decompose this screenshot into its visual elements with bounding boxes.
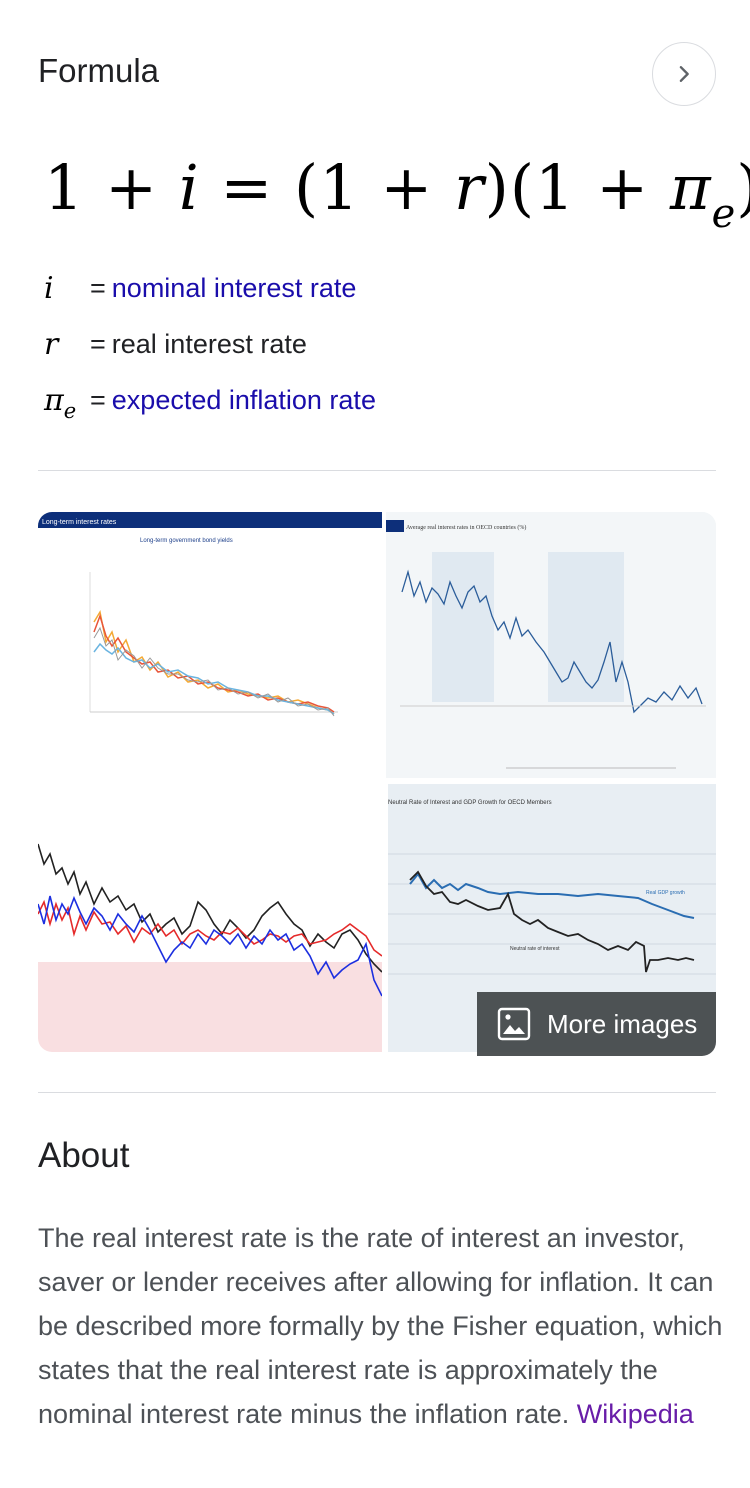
eq-var-pi: π <box>669 151 712 224</box>
series-label-neutral: Neutral rate of interest <box>510 946 560 952</box>
eq-part-mid2: )(1 + <box>484 151 670 224</box>
tile-subtitle: Long-term government bond yields <box>140 538 233 544</box>
section-divider <box>38 1092 716 1093</box>
formula-header: Formula <box>38 42 716 106</box>
eq-part-lhs: 1 + <box>44 151 179 224</box>
real-interest-rate-label: real interest rate <box>111 328 307 359</box>
variable-symbol: πe <box>38 382 90 423</box>
variable-row-i: i = nominal interest rate <box>38 268 356 308</box>
thumbnail-chart-image <box>38 843 382 1052</box>
formula-title: Formula <box>38 52 160 89</box>
image-grid: Long-term interest rates Long-term gover… <box>38 512 716 1052</box>
symbol-letter: π <box>44 382 64 418</box>
tile-caption: Long-term interest rates <box>42 519 117 526</box>
variable-symbol: i <box>38 271 90 306</box>
fisher-equation: 1 + i = (1 + r)(1 + πe) <box>44 148 750 237</box>
about-description: The real interest rate is the rate of in… <box>38 1216 728 1436</box>
formula-expand-button[interactable] <box>652 42 716 106</box>
more-images-label: More images <box>547 1008 698 1039</box>
symbol-letter: r <box>44 326 59 362</box>
eq-part-end: ) <box>736 151 750 224</box>
thumbnail-chart-image: Average real interest rates in OECD coun… <box>386 512 716 778</box>
image-tile-rates-lines[interactable] <box>38 784 382 1052</box>
equals-sign: = <box>90 328 106 359</box>
expected-inflation-rate-link[interactable]: expected inflation rate <box>111 384 376 415</box>
section-divider <box>38 470 716 471</box>
about-title: About <box>38 1136 130 1175</box>
chevron-right-icon <box>679 66 689 82</box>
tile-caption: Average real interest rates in OECD coun… <box>406 524 526 531</box>
symbol-letter: i <box>44 270 54 306</box>
nominal-interest-rate-link[interactable]: nominal interest rate <box>111 272 357 303</box>
variable-row-r: r = real interest rate <box>38 324 307 364</box>
symbol-subscript: e <box>63 398 77 423</box>
image-icon <box>497 1007 531 1041</box>
eq-var-pi-subscript: e <box>711 191 737 237</box>
series-label-gdp: Real GDP growth <box>646 890 685 896</box>
eq-part-mid: = (1 + <box>199 151 455 224</box>
equals-sign: = <box>90 384 106 415</box>
equals-sign: = <box>90 272 106 303</box>
image-tile-long-term-rates[interactable]: Long-term interest rates Long-term gover… <box>38 512 382 778</box>
thumbnail-chart-image: Long-term interest rates Long-term gover… <box>38 512 382 717</box>
about-text: The real interest rate is the rate of in… <box>38 1223 723 1429</box>
eq-var-r: r <box>454 151 485 224</box>
eq-var-i: i <box>178 151 200 224</box>
grid-gutter-horizontal <box>38 778 716 784</box>
wikipedia-source-link[interactable]: Wikipedia <box>576 1399 694 1429</box>
variable-symbol: r <box>38 327 90 362</box>
variable-row-pi: πe = expected inflation rate <box>38 380 376 423</box>
more-images-button[interactable]: More images <box>477 992 716 1056</box>
image-tile-oecd-real-rates[interactable]: Average real interest rates in OECD coun… <box>386 512 716 778</box>
tile-caption: Neutral Rate of Interest and GDP Growth … <box>388 800 552 806</box>
